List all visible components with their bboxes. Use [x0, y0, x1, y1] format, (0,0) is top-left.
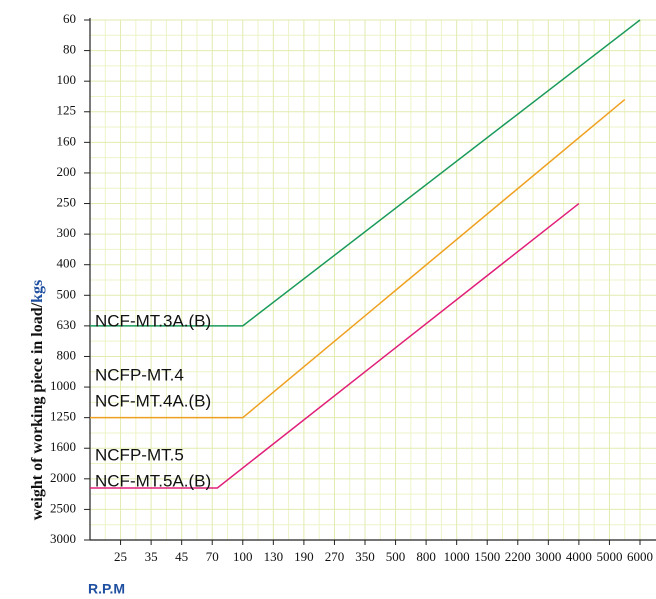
- x-tick-label: 100: [233, 549, 253, 564]
- x-tick-label: 5000: [596, 549, 622, 564]
- y-tick-label: 2000: [50, 470, 76, 485]
- line-annotation: NCFP-MT.4: [95, 365, 184, 384]
- x-tick-label: 190: [294, 549, 314, 564]
- y-tick-label: 400: [57, 256, 77, 271]
- x-tick-label: 800: [416, 549, 436, 564]
- x-tick-label: 2200: [505, 549, 531, 564]
- series-line: [90, 98, 626, 419]
- series-line: [90, 19, 641, 327]
- line-annotation: NCF-MT.5A.(B): [95, 471, 211, 490]
- x-tick-label: 500: [386, 549, 406, 564]
- x-tick-label: 45: [175, 549, 188, 564]
- y-tick-label: 3000: [50, 531, 76, 546]
- y-tick-label: 500: [57, 286, 77, 301]
- line-annotation: NCF-MT.4A.(B): [95, 391, 211, 410]
- y-tick-label: 1600: [50, 439, 76, 454]
- y-tick-label: 800: [57, 347, 77, 362]
- x-tick-label: 1000: [444, 549, 470, 564]
- y-tick-label: 630: [57, 317, 77, 332]
- y-tick-label: 250: [57, 195, 77, 210]
- x-tick-label: 35: [145, 549, 158, 564]
- x-tick-label: 350: [355, 549, 375, 564]
- x-tick-label: 4000: [566, 549, 592, 564]
- y-tick-label: 80: [63, 42, 76, 57]
- y-label-text: weight of working piece in load/: [29, 302, 46, 520]
- x-tick-label: 25: [114, 549, 127, 564]
- y-label-unit: kgs: [29, 280, 46, 303]
- series-line: [90, 202, 580, 489]
- y-tick-label: 200: [57, 164, 77, 179]
- y-tick-label: 2500: [50, 500, 76, 515]
- y-tick-label: 300: [57, 225, 77, 240]
- y-axis-label: weight of working piece in load/kgs: [29, 280, 46, 520]
- line-annotation: NCF-MT.3A.(B): [95, 311, 211, 330]
- y-tick-label: 160: [57, 133, 77, 148]
- x-tick-label: 70: [206, 549, 219, 564]
- x-tick-label: 1500: [474, 549, 500, 564]
- x-tick-label: 130: [264, 549, 284, 564]
- line-annotation: NCFP-MT.5: [95, 445, 184, 464]
- y-tick-label: 1000: [50, 378, 76, 393]
- x-axis-label: R.P.M: [88, 581, 125, 597]
- y-tick-label: 100: [57, 72, 77, 87]
- y-tick-label: 125: [57, 103, 77, 118]
- y-tick-label: 1250: [50, 409, 76, 424]
- y-tick-label: 60: [63, 11, 76, 26]
- x-tick-label: 3000: [535, 549, 561, 564]
- x-tick-label: 270: [325, 549, 345, 564]
- x-tick-label: 6000: [627, 549, 653, 564]
